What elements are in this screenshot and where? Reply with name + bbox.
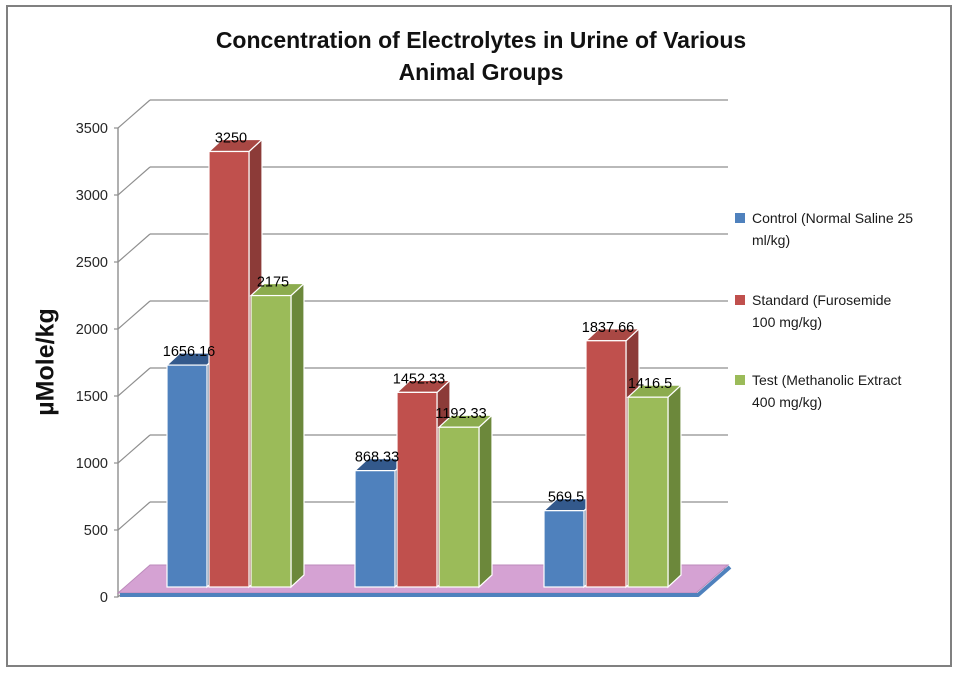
- legend-label-test-line1: Test (Methanolic Extract: [752, 372, 902, 388]
- y-tick-label: 2000: [76, 322, 108, 338]
- legend-swatch-standard: [735, 295, 745, 305]
- bar-s2-g0: [250, 294, 292, 588]
- bar-s2-g2: [627, 396, 669, 588]
- bar-value-label-s2-g0: 2175: [257, 275, 289, 291]
- bar-s0-g0: [166, 364, 208, 588]
- legend-swatch-test: [735, 375, 745, 385]
- bar-side-s2-g2: [667, 383, 682, 589]
- floor-front-edge: [120, 565, 732, 597]
- bar-side-s2-g1: [478, 413, 493, 589]
- legend-swatch-control: [735, 213, 745, 223]
- bar-s1-g0: [208, 150, 250, 588]
- gridline-connector: [117, 300, 151, 330]
- y-tick-label: 0: [100, 590, 108, 606]
- bar-value-label-s1-g2: 1837.66: [582, 320, 634, 336]
- legend-item-test: Test (Methanolic Extract 400 mg/kg): [735, 369, 901, 413]
- legend-label-standard-line1: Standard (Furosemide: [752, 292, 892, 308]
- bar-s0-g2: [543, 510, 585, 588]
- bar-value-label-s0-g0: 1656.16: [163, 344, 215, 360]
- y-tick-label: 3500: [76, 121, 108, 137]
- y-tick-label: 1500: [76, 389, 108, 405]
- legend-label-control-line1: Control (Normal Saline 25: [752, 210, 914, 226]
- gridline-connector: [117, 166, 151, 196]
- chart-title-line1: Concentration of Electrolytes in Urine o…: [215, 27, 747, 53]
- gridline-connector: [117, 99, 151, 129]
- legend-label-standard-line2: 100 mg/kg): [752, 314, 823, 330]
- gridline-connector: [117, 501, 151, 531]
- legend-label-control-line2: ml/kg): [752, 232, 791, 248]
- y-tick-label: 500: [84, 523, 108, 539]
- legend-item-control: Control (Normal Saline 25 ml/kg): [735, 207, 913, 251]
- y-tick-label: 3000: [76, 188, 108, 204]
- bar-s2-g1: [438, 426, 480, 588]
- bar-value-label-s2-g2: 1416.5: [628, 376, 672, 392]
- bar-s0-g1: [354, 470, 396, 588]
- legend-label-test-line2: 400 mg/kg): [752, 394, 823, 410]
- bar-s1-g2: [585, 340, 627, 588]
- bar-side-s2-g0: [290, 282, 305, 589]
- y-tick-label: 1000: [76, 456, 108, 472]
- chart-title: Concentration of Electrolytes in Urine o…: [60, 24, 902, 88]
- gridline-connector: [117, 233, 151, 263]
- chart-title-line2: Animal Groups: [398, 59, 564, 85]
- bar-value-label-s0-g1: 868.33: [355, 450, 399, 466]
- bar-s1-g1: [396, 391, 438, 588]
- bar-value-label-s2-g1: 1192.33: [435, 406, 486, 422]
- legend-item-standard: Standard (Furosemide 100 mg/kg): [735, 289, 891, 333]
- gridline-connector: [117, 367, 151, 397]
- bar-value-label-s0-g2: 569.5: [548, 490, 584, 506]
- bar-value-label-s1-g1: 1452.33: [393, 371, 445, 387]
- y-tick-label: 2500: [76, 255, 108, 271]
- gridline-connector: [117, 434, 151, 464]
- bar-value-label-s1-g0: 3250: [215, 131, 247, 147]
